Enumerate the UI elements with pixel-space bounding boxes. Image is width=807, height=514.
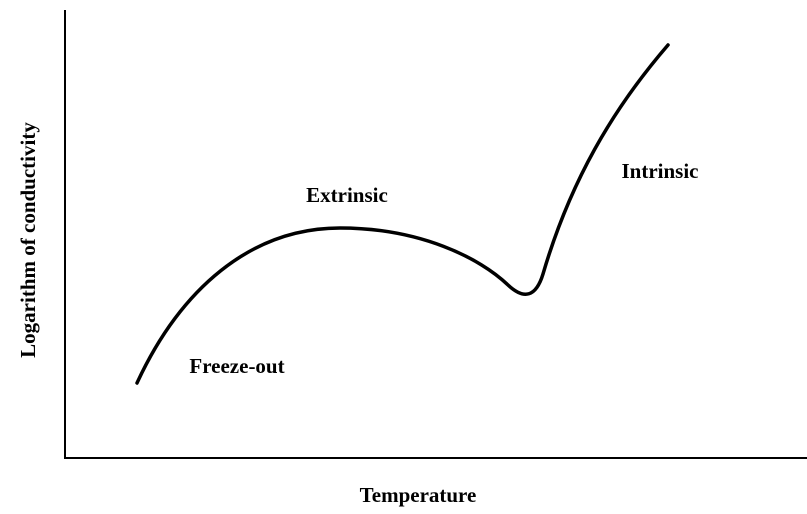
x-axis-label: Temperature [360, 483, 477, 507]
conductivity-curve [135, 43, 670, 385]
region-label: Extrinsic [306, 183, 388, 207]
y-axis-label: Logarithm of conductivity [16, 122, 40, 358]
region-label: Intrinsic [621, 159, 698, 183]
region-label: Freeze-out [189, 354, 284, 378]
